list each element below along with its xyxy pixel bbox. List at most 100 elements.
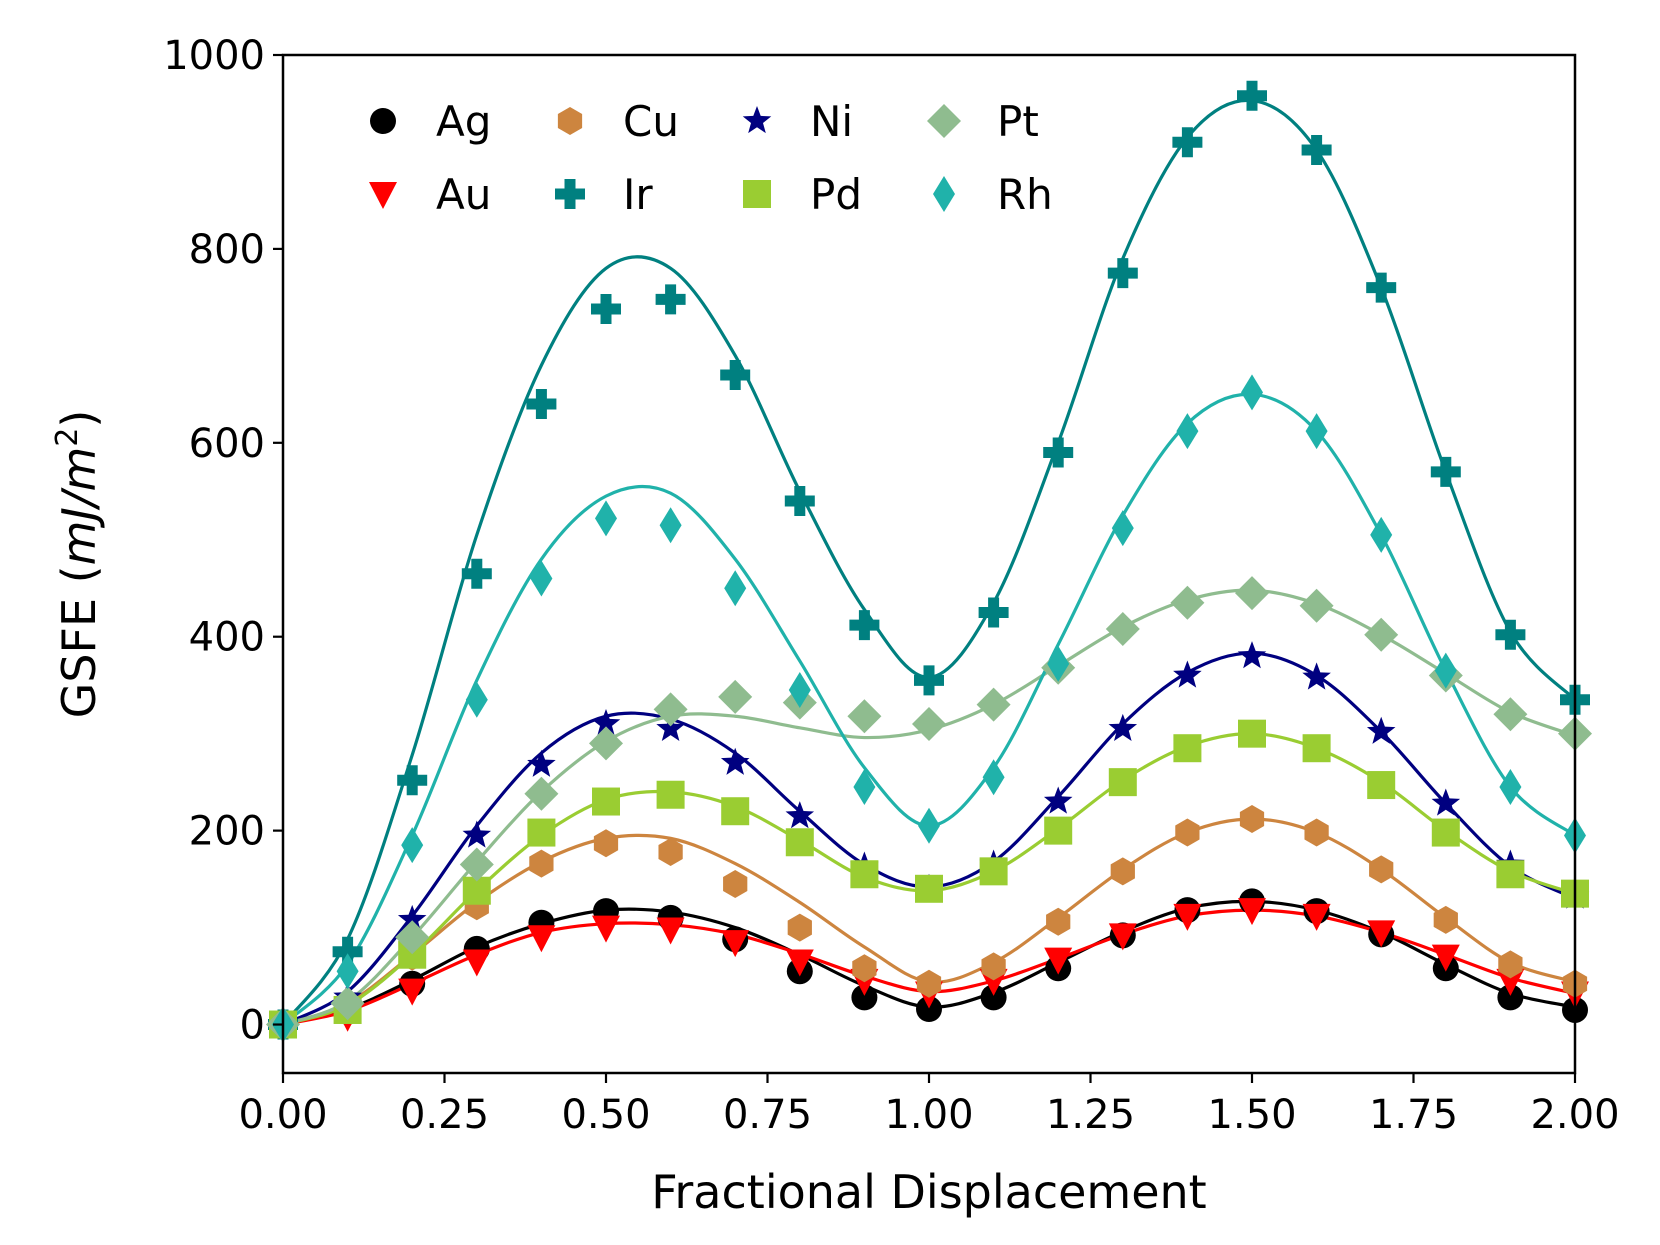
data-point-pt xyxy=(1170,585,1205,620)
data-point-ir xyxy=(461,558,492,589)
data-point-ni xyxy=(1237,641,1267,669)
data-point-ir xyxy=(332,936,363,967)
legend-item-pt: Pt xyxy=(927,97,1039,146)
x-tick-label: 0.75 xyxy=(723,1092,812,1138)
legend-label: Ag xyxy=(436,97,491,146)
data-point-pd xyxy=(1238,719,1266,748)
data-point-rh xyxy=(465,681,488,718)
series-pt xyxy=(266,576,1592,1042)
data-point-ir xyxy=(1172,127,1203,158)
y-tick-label: 800 xyxy=(189,227,265,273)
data-point-rh xyxy=(1499,768,1522,805)
data-point-au xyxy=(527,925,556,953)
data-point-rh xyxy=(1111,510,1134,547)
legend-label: Pd xyxy=(810,170,862,219)
data-point-ag xyxy=(916,996,942,1023)
data-point-ag xyxy=(851,984,878,1011)
data-point-au xyxy=(1496,968,1525,996)
data-point-au xyxy=(785,949,814,977)
data-point-cu xyxy=(1046,907,1071,936)
legend-marker-ag xyxy=(370,108,396,134)
data-point-ir xyxy=(1043,437,1074,468)
data-point-cu xyxy=(1175,818,1200,847)
data-point-pd xyxy=(1044,816,1073,845)
data-point-ir xyxy=(591,294,621,325)
data-point-pd xyxy=(721,797,750,826)
legend-marker-rh xyxy=(933,176,955,212)
data-point-rh xyxy=(918,807,940,844)
data-point-au xyxy=(592,915,620,943)
data-point-ir xyxy=(1107,258,1138,289)
data-point-ir xyxy=(914,665,944,696)
data-point-pd xyxy=(1108,768,1137,797)
data-point-rh xyxy=(595,500,617,537)
data-point-cu xyxy=(658,837,683,866)
data-point-au xyxy=(398,978,427,1006)
data-point-cu xyxy=(723,869,748,898)
x-tick-label: 1.50 xyxy=(1207,1092,1296,1138)
data-point-ir xyxy=(1237,80,1267,111)
data-point-rh xyxy=(853,768,876,805)
data-point-rh xyxy=(336,953,359,990)
legend-item-ni: Ni xyxy=(742,97,853,146)
data-point-ni xyxy=(1302,662,1331,690)
x-tick-label: 1.00 xyxy=(884,1092,973,1138)
data-point-cu xyxy=(1239,804,1265,833)
y-tick-label: 0 xyxy=(240,1003,265,1049)
y-axis-title-exponent: 2 xyxy=(50,428,85,447)
data-point-ag xyxy=(980,984,1007,1011)
data-point-pd xyxy=(1302,734,1331,763)
data-point-pt xyxy=(524,776,559,811)
data-point-rh xyxy=(1305,413,1328,450)
y-axis-title-suffix: ) xyxy=(52,410,106,428)
data-point-ni xyxy=(1431,788,1461,816)
y-tick-label: 1000 xyxy=(163,33,265,79)
data-point-rh xyxy=(659,507,682,544)
data-point-ir xyxy=(655,284,686,315)
data-point-pt xyxy=(395,920,430,955)
legend-marker-pd xyxy=(743,180,771,208)
data-point-pt xyxy=(1235,576,1269,611)
legend-label: Au xyxy=(436,170,491,219)
data-point-rh xyxy=(530,560,553,597)
data-point-au xyxy=(462,949,491,977)
legend-marker-ni xyxy=(742,106,772,134)
data-point-pd xyxy=(527,818,556,847)
data-point-cu xyxy=(1433,905,1458,934)
data-point-ir xyxy=(397,765,428,796)
data-point-pd xyxy=(1496,860,1525,889)
data-point-pt xyxy=(1105,611,1140,646)
legend-item-au: Au xyxy=(369,170,491,219)
x-tick-label: 0.00 xyxy=(238,1092,327,1138)
data-point-ni xyxy=(527,749,556,777)
legend-label: Cu xyxy=(623,97,679,146)
legend-marker-ir xyxy=(555,179,585,209)
data-point-cu xyxy=(852,954,877,983)
legend-marker-au xyxy=(369,182,397,209)
legend-marker-pt xyxy=(927,104,961,138)
data-point-pt xyxy=(912,706,946,741)
data-point-rh xyxy=(1370,516,1393,553)
data-point-ni xyxy=(785,801,815,829)
y-axis-title: GSFE (mJ/m2) xyxy=(50,410,106,719)
legend-label: Rh xyxy=(997,170,1053,219)
data-point-pt xyxy=(589,726,623,761)
data-point-pt xyxy=(459,847,494,882)
data-point-cu xyxy=(593,829,619,858)
data-point-cu xyxy=(1304,818,1329,847)
x-axis-title: Fractional Displacement xyxy=(651,1165,1206,1219)
legend-item-ir: Ir xyxy=(555,170,653,219)
data-point-ni xyxy=(1173,660,1202,688)
data-point-cu xyxy=(916,969,942,998)
data-point-pt xyxy=(1364,617,1399,652)
data-point-ni xyxy=(656,713,685,741)
x-tick-label: 0.50 xyxy=(561,1092,650,1138)
data-point-pd xyxy=(785,828,814,857)
data-point-au xyxy=(1431,944,1460,972)
data-point-rh xyxy=(1047,645,1070,682)
data-point-pt xyxy=(976,687,1011,722)
data-point-cu xyxy=(787,913,812,942)
data-point-pd xyxy=(1173,734,1202,763)
data-point-rh xyxy=(724,570,747,607)
